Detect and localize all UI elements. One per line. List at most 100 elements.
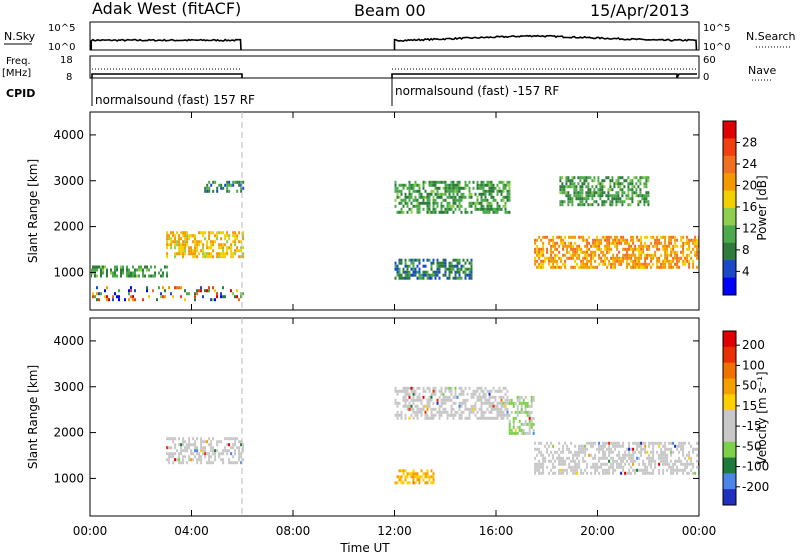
heatmap-cell (170, 455, 173, 459)
heatmap-cell (498, 413, 501, 417)
heatmap-cell (400, 481, 403, 485)
heatmap-cell (234, 252, 237, 256)
heatmap-cell (418, 392, 421, 396)
heatmap-cell (645, 197, 648, 201)
heatmap-cell (612, 465, 615, 469)
heatmap-cell (564, 244, 567, 248)
heatmap-cell (536, 453, 539, 457)
heatmap-cell (406, 204, 409, 208)
heatmap-cell (614, 238, 617, 242)
heatmap-cell (614, 244, 617, 248)
heatmap-cell (650, 235, 653, 239)
heatmap-cell (238, 458, 241, 462)
heatmap-cell (640, 253, 643, 257)
heatmap-cell (170, 240, 173, 244)
heatmap-cell (626, 453, 629, 457)
y-tick-label: 1000 (53, 471, 84, 485)
colorbar-swatch (723, 362, 736, 379)
heatmap-cell (567, 179, 570, 183)
heatmap-cell (632, 456, 635, 460)
heatmap-cell (623, 191, 626, 195)
heatmap-cell (652, 450, 655, 454)
heatmap-cell (597, 203, 600, 207)
heatmap-cell (460, 192, 463, 196)
heatmap-cell (396, 264, 399, 268)
heatmap-cell (575, 197, 578, 201)
heatmap-cell (562, 468, 565, 472)
heatmap-cell (662, 259, 665, 263)
heatmap-cell (402, 386, 405, 390)
heatmap-cell (574, 459, 577, 463)
heatmap-cell (174, 234, 177, 238)
heatmap-cell (598, 256, 601, 260)
heatmap-cell (584, 468, 587, 472)
heatmap-cell (180, 446, 183, 450)
heatmap-cell (598, 244, 601, 248)
heatmap-cell (434, 180, 437, 184)
heatmap-cell (220, 246, 223, 250)
heatmap-cell (570, 450, 573, 454)
heatmap-cell (394, 398, 397, 402)
heatmap-cell (438, 276, 441, 280)
heatmap-cell (432, 475, 435, 479)
heatmap-cell (422, 180, 425, 184)
heatmap-cell (686, 259, 689, 263)
heatmap-cell (178, 246, 181, 250)
heatmap-cell (536, 250, 539, 254)
heatmap-cell (559, 188, 562, 192)
heatmap-cell (508, 431, 511, 435)
heatmap-cell (502, 180, 505, 184)
heatmap-cell (456, 204, 459, 208)
heatmap-cell (404, 478, 407, 482)
heatmap-cell (408, 395, 411, 399)
heatmap-cell (586, 262, 589, 266)
heatmap-cell (606, 241, 609, 245)
heatmap-cell (450, 186, 453, 190)
heatmap-cell (458, 392, 461, 396)
heatmap-cell (242, 443, 245, 447)
heatmap-cell (542, 250, 545, 254)
heatmap-cell (609, 200, 612, 204)
heatmap-cell (470, 392, 473, 396)
heatmap-cell (458, 195, 461, 199)
heatmap-cell (644, 450, 647, 454)
heatmap-cell (615, 200, 618, 204)
heatmap-cell (628, 456, 631, 460)
heatmap-cell (134, 298, 136, 302)
heatmap-cell (432, 261, 435, 265)
heatmap-cell (438, 395, 441, 399)
heatmap-cell (468, 386, 471, 390)
heatmap-cell (484, 401, 487, 405)
heatmap-cell (208, 286, 210, 290)
heatmap-cell (452, 401, 455, 405)
heatmap-cell (176, 240, 179, 244)
heatmap-cell (646, 450, 649, 454)
heatmap-cell (174, 437, 177, 441)
heatmap-cell (638, 244, 641, 248)
heatmap-cell (644, 262, 647, 266)
heatmap-cell (658, 238, 661, 242)
heatmap-cell (230, 246, 233, 250)
heatmap-cell (504, 413, 507, 417)
heatmap-cell (104, 265, 106, 269)
heatmap-cell (548, 241, 551, 245)
heatmap-cell (676, 256, 679, 260)
heatmap-cell (490, 416, 493, 420)
heatmap-cell (532, 431, 535, 435)
heatmap-cell (450, 404, 453, 408)
heatmap-cell (564, 441, 567, 445)
heatmap-cell (214, 458, 217, 462)
heatmap-cell (202, 449, 205, 453)
heatmap-cell (572, 456, 575, 460)
heatmap-cell (398, 210, 401, 214)
heatmap-cell (614, 262, 617, 266)
colorbar-tick: -50 (742, 439, 762, 453)
heatmap-cell (568, 462, 571, 466)
heatmap-cell (670, 471, 673, 475)
heatmap-cell (488, 398, 491, 402)
heatmap-cell (426, 469, 429, 473)
heatmap-cell (631, 191, 634, 195)
heatmap-cell (624, 238, 627, 242)
heatmap-cell (508, 210, 511, 214)
x-axis-ticks: 00:00 04:00 08:00 12:00 16:00 20:00 00:00 (73, 112, 716, 538)
